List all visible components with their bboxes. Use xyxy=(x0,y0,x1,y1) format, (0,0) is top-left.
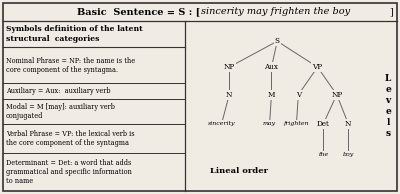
Text: sincerity: sincerity xyxy=(208,121,235,126)
Text: VP: VP xyxy=(312,63,323,71)
Text: boy: boy xyxy=(343,152,354,157)
Text: L
e
v
e
l
s: L e v e l s xyxy=(385,74,391,138)
Text: N: N xyxy=(226,91,232,99)
Text: Verbal Phrase = VP: the lexical verb is
the core component of the syntagma: Verbal Phrase = VP: the lexical verb is … xyxy=(6,130,135,147)
Text: sincerity may frighten the boy: sincerity may frighten the boy xyxy=(201,8,350,16)
Text: N: N xyxy=(345,120,352,128)
Text: Determinant = Det: a word that adds
grammatical and specific information
to name: Determinant = Det: a word that adds gram… xyxy=(6,159,132,185)
Text: NP: NP xyxy=(331,91,342,99)
Text: Symbols definition of the latent
structural  categories: Symbols definition of the latent structu… xyxy=(6,25,143,43)
Text: M: M xyxy=(268,91,275,99)
Text: V: V xyxy=(296,91,301,99)
Text: Aux: Aux xyxy=(264,63,278,71)
Text: frighten: frighten xyxy=(284,121,309,126)
Text: ]: ] xyxy=(389,8,393,16)
Text: Basic  Sentence = S : [: Basic Sentence = S : [ xyxy=(77,8,200,16)
Text: NP: NP xyxy=(224,63,235,71)
Text: may: may xyxy=(263,121,276,126)
Text: Det: Det xyxy=(317,120,330,128)
Text: Modal = M [may]: auxiliary verb
conjugated: Modal = M [may]: auxiliary verb conjugat… xyxy=(6,103,115,120)
Text: Nominal Phrase = NP: the name is the
core component of the syntagma.: Nominal Phrase = NP: the name is the cor… xyxy=(6,56,135,74)
Text: Auxiliary = Aux:  auxiliary verb: Auxiliary = Aux: auxiliary verb xyxy=(6,87,110,95)
Text: S: S xyxy=(275,37,280,45)
Text: Lineal order: Lineal order xyxy=(210,167,268,175)
Text: the: the xyxy=(318,152,328,157)
